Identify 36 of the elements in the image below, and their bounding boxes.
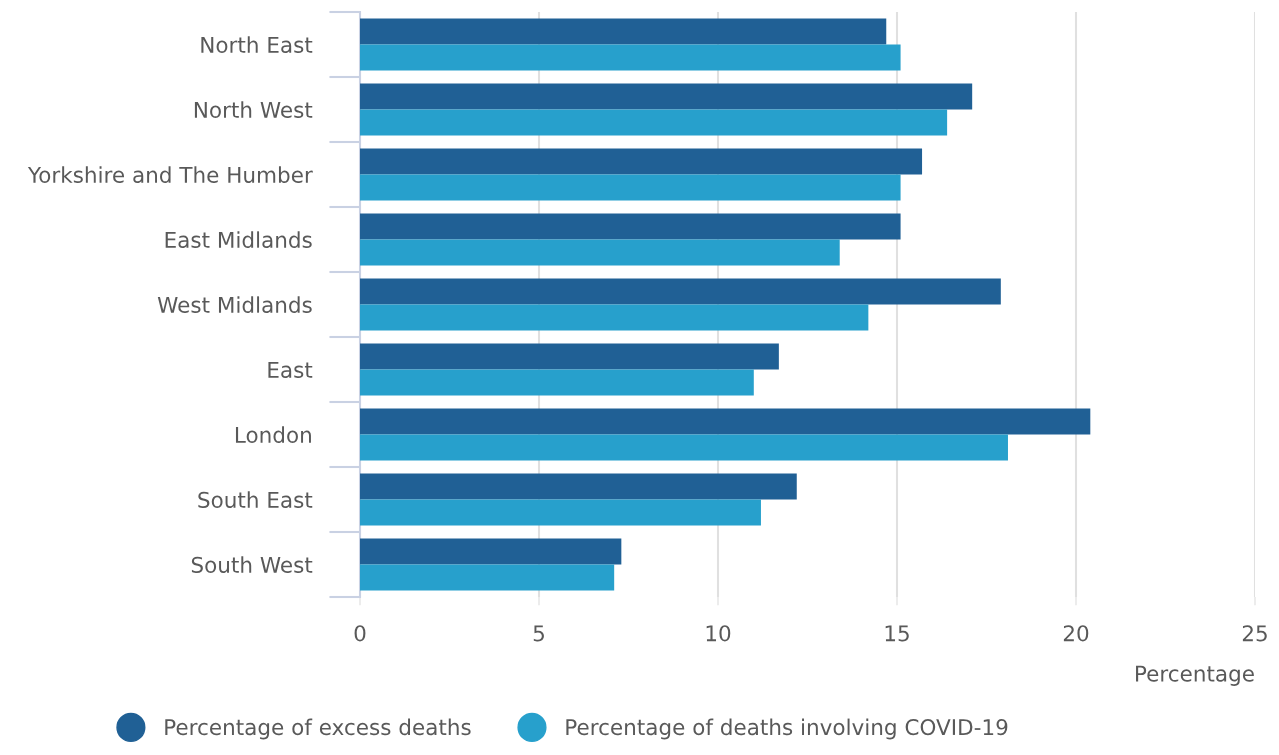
bar [360,148,923,175]
y-tick-label: East Midlands [165,231,312,248]
bar [360,278,1001,305]
bar [360,434,1008,461]
bar [360,408,1091,435]
bar [360,304,869,331]
y-tick-label: North West [194,101,313,118]
bar [360,239,840,266]
legend-label: Percentage of deaths involving COVID-19 [566,718,1008,740]
bar [360,83,973,110]
x-tick-label: 25 [1242,625,1267,642]
bar [360,538,622,565]
y-tick-label: South East [198,491,313,508]
y-tick-label: North East [201,36,313,53]
bar [360,18,887,45]
x-tick-label: 0 [354,625,366,642]
bar [360,213,901,240]
y-tick-label: East [268,361,313,378]
bar [360,174,901,201]
y-tick-label: West Midlands [157,296,312,313]
legend-label: Percentage of excess deaths [165,718,471,740]
bar [360,369,754,396]
x-tick-label: 15 [885,625,909,642]
bar [360,564,615,591]
x-axis-title: Percentage [1136,665,1254,686]
x-tick-label: 20 [1063,625,1089,642]
bar [360,499,761,526]
bar [360,473,797,500]
y-tick-label: South West [191,556,313,573]
x-tick-label: 5 [533,625,544,642]
bar [360,44,901,71]
bar [360,343,779,370]
y-tick-label: London [235,426,311,443]
bar [360,109,948,136]
x-tick-label: 10 [706,625,731,642]
y-tick-label: Yorkshire and The Humber [27,166,313,183]
